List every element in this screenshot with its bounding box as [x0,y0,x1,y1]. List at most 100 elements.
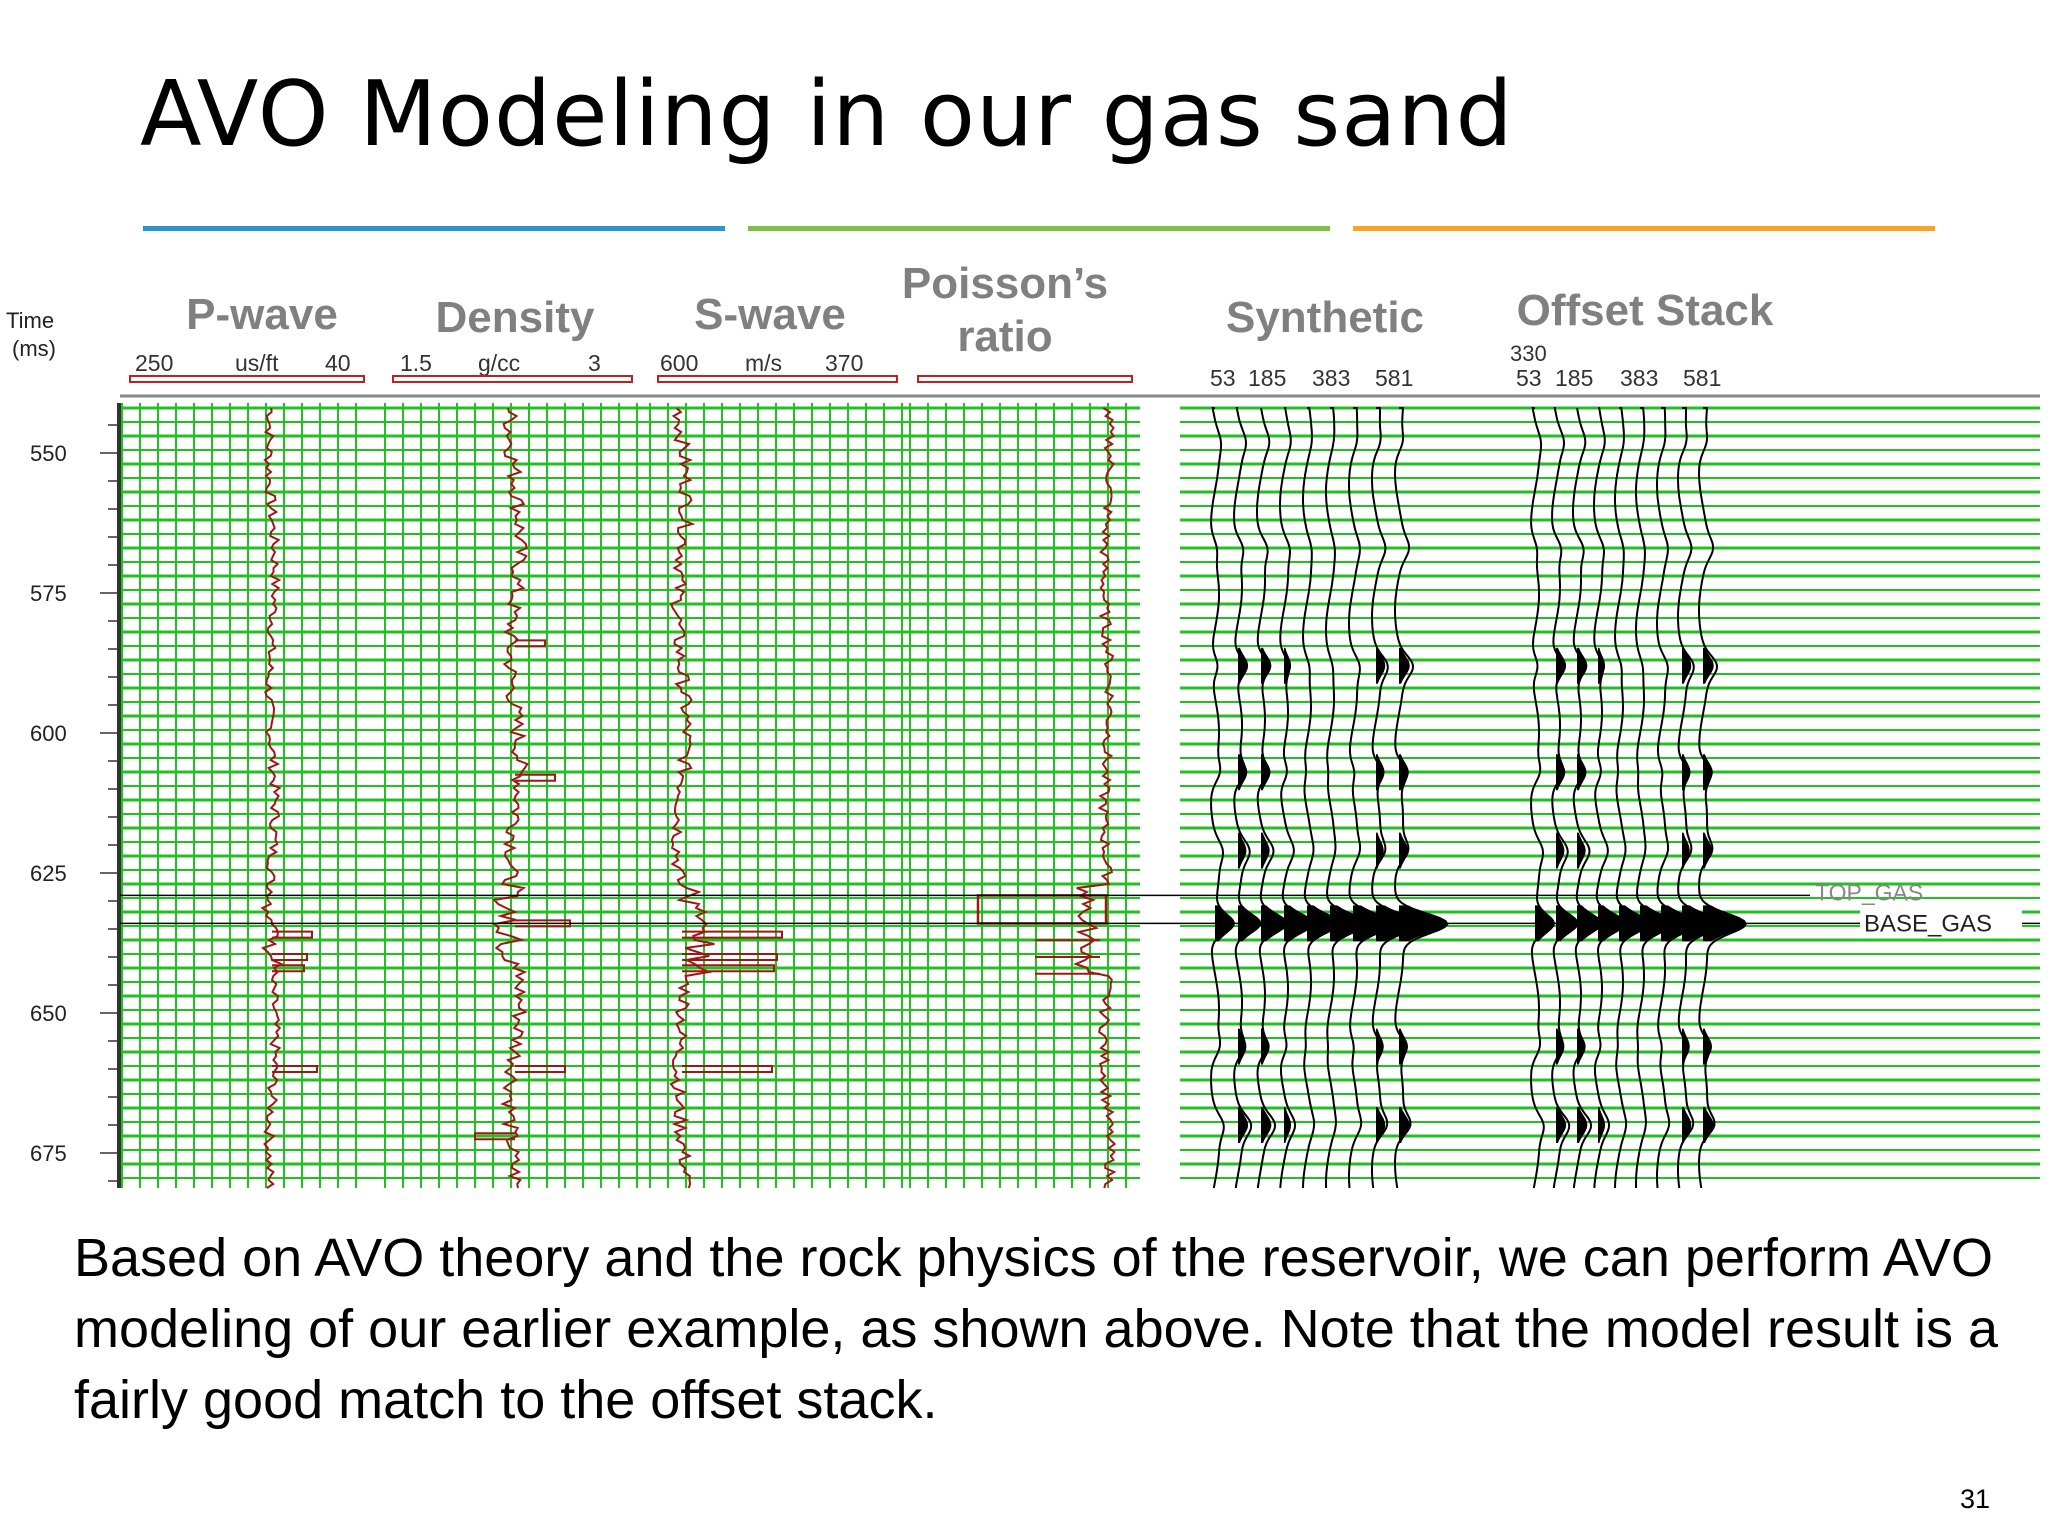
slide-title: AVO Modeling in our gas sand [140,62,1514,167]
offset-stack-lobe [1598,1107,1606,1143]
synthetic-lobe [1399,1107,1410,1143]
page-number: 31 [1960,1484,1991,1514]
synthetic-lobe [1376,832,1384,869]
synthetic-lobe [1238,832,1247,869]
offset-label: 383 [1312,365,1350,391]
offset-label: 383 [1620,365,1658,391]
synthetic-lobe [1376,754,1385,791]
synthetic-lobe [1284,1107,1292,1143]
offset-stack-lobe [1577,1107,1588,1143]
scale-min: 1.5 [400,350,432,376]
offset-stack-lobe [1703,1028,1712,1065]
synthetic-lobe [1399,647,1410,684]
scale-unit: us/ft [235,350,279,376]
synthetic-lobe [1261,832,1270,869]
log-spike [682,930,783,939]
offset-stack-trace [1613,407,1648,1189]
time-tick-label: 650 [30,1001,67,1026]
offset-stack-lobe [1703,754,1713,791]
offset-stack-lobe [1682,832,1690,869]
column-label-poissons-line2: ratio [957,312,1053,361]
offset-label: 581 [1375,365,1413,391]
offset-stack-trace [1593,407,1624,1189]
column-label-synthetic: Synthetic [1210,291,1440,344]
base-gas-label: BASE_GAS [1864,910,1992,937]
offset-stack-top-value: 330 [1510,341,1547,366]
offset-stack-lobe [1682,1107,1692,1143]
offset-stack-lobe [1682,1028,1690,1065]
synthetic-lobe [1238,1107,1249,1143]
offset-label: 53 [1210,365,1236,391]
scale-min: 600 [660,350,698,376]
synthetic-lobe [1238,754,1248,791]
synthetic-lobe [1399,1028,1408,1065]
offset-stack-lobe [1577,1028,1586,1065]
column-label-poissons-line1: Poisson’s [901,259,1109,308]
log-spike [682,953,778,961]
time-axis-unit: (ms) [12,336,56,361]
log-spike [515,1065,566,1073]
time-tick-label: 600 [30,721,67,746]
body-text: Based on AVO theory and the rock physics… [74,1228,1999,1430]
synthetic-trace [1301,407,1339,1189]
log-spike [272,964,305,973]
log-spike [272,930,313,939]
scale-max: 3 [588,350,601,376]
time-tick-label: 575 [30,581,67,606]
synthetic-trace [1325,407,1366,1189]
column-label-offset-stack: Offset Stack [1500,284,1790,337]
offset-stack-lobe [1598,647,1606,684]
synthetic-trace [1233,407,1259,1189]
synthetic-trace [1348,407,1394,1189]
offset-stack-lobe [1703,1107,1714,1143]
synthetic-lobe [1261,754,1271,791]
offset-label: 53 [1516,365,1542,391]
offset-stack-lobe [1682,647,1692,684]
title-underline-orange [1353,226,1935,231]
offset-stack-trace [1656,407,1698,1189]
synthetic-lobe [1261,1107,1272,1143]
scale-min: 250 [135,350,173,376]
offset-label: 581 [1683,365,1721,391]
time-axis-label: Time [6,308,54,333]
log-trace [1073,407,1117,1189]
top-gas-label: TOP_GAS [1815,879,1923,905]
offset-stack-lobe [1577,754,1587,791]
title-underline-green [748,226,1330,231]
offset-stack-lobe [1703,832,1712,869]
offset-stack-lobe [1556,832,1565,869]
column-label-s-wave: S-wave [680,288,860,341]
offset-stack-lobe [1703,647,1714,684]
scale-unit: g/cc [478,350,520,376]
log-spike [272,953,308,961]
log-trace [260,407,284,1189]
synthetic-trace [1209,407,1233,1189]
scale-max: 370 [825,350,863,376]
offset-stack-lobe [1556,1107,1567,1143]
log-spike [515,639,546,648]
time-tick-label: 550 [30,441,67,466]
synthetic-trace [1279,407,1312,1189]
synthetic-trace [1371,407,1421,1189]
offset-stack-lobe [1577,647,1588,684]
synthetic-lobe [1238,1028,1247,1065]
synthetic-lobe [1376,1028,1384,1065]
synthetic-lobe [1376,647,1386,684]
offset-label: 185 [1555,365,1593,391]
log-trace [492,407,529,1189]
scale-max: 40 [325,350,351,376]
column-label-poissons-ratio: Poisson’s ratio [880,257,1130,363]
log-spike [682,1065,773,1073]
offset-label: 185 [1248,365,1286,391]
log-trace [669,407,715,1189]
offset-stack-trace [1697,407,1747,1189]
offset-stack-trace [1529,407,1553,1189]
column-label-p-wave: P-wave [172,288,352,341]
log-spike [474,1132,515,1141]
synthetic-lobe [1376,1107,1386,1143]
synthetic-lobe [1261,1028,1270,1065]
log-spike [682,964,775,973]
offset-stack-lobe [1556,1028,1565,1065]
synthetic-lobe [1399,832,1408,869]
column-label-density: Density [425,291,605,344]
